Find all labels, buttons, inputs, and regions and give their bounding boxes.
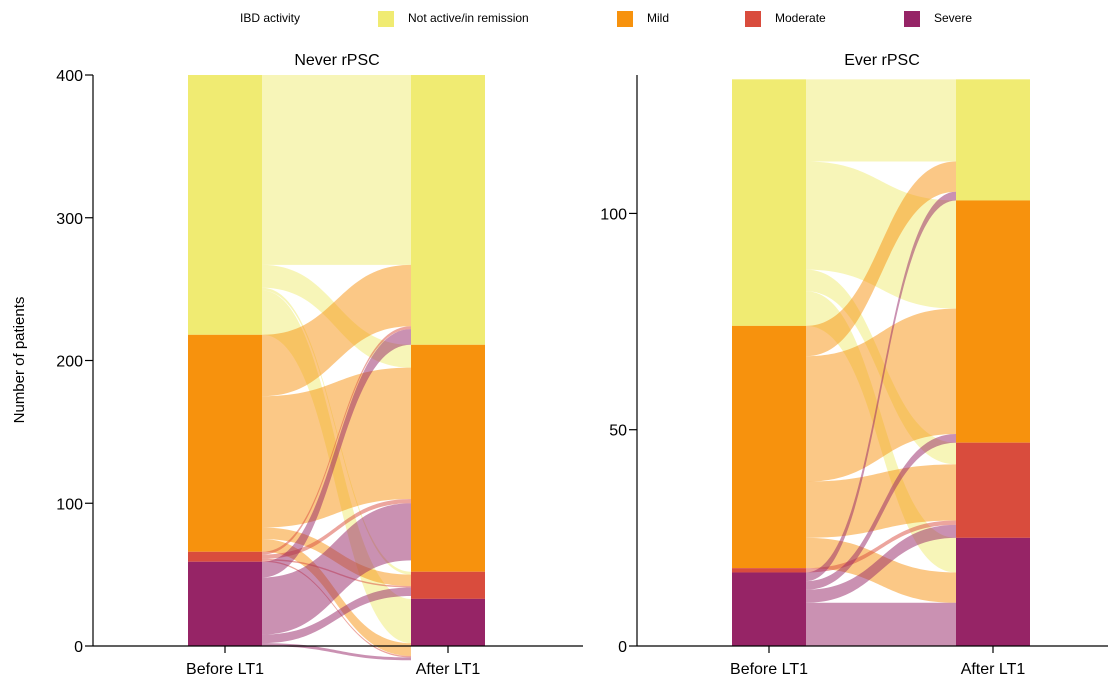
ever-rpsc-flows <box>806 79 956 646</box>
never-rpsc-flow-severe-to-moderate <box>262 587 411 644</box>
ever-rpsc-bar-after-not-active <box>956 79 1030 201</box>
never-rpsc-bar-after-moderate <box>411 571 485 599</box>
never-rpsc-y-tick-label: 0 <box>74 639 83 656</box>
never-rpsc-title: Never rPSC <box>294 52 379 69</box>
never-rpsc-flow-moderate-to-severe <box>262 560 411 658</box>
ever-rpsc-flow-severe-to-moderate <box>806 524 956 603</box>
never-rpsc-x-tick-label: Before LT1 <box>186 661 264 678</box>
never-rpsc-bar-after-mild <box>411 344 485 572</box>
never-rpsc-flow-mild-to-not-active <box>262 264 411 397</box>
never-rpsc-bar-after-not-active <box>411 75 485 345</box>
ever-rpsc-bar-before-moderate <box>732 568 806 573</box>
legend-title: IBD activity <box>240 11 301 25</box>
ever-rpsc-flow-severe-to-not-active <box>806 191 956 582</box>
ever-rpsc-flow-severe-to-severe <box>806 602 956 646</box>
ever-rpsc-bar-after-mild <box>956 200 1030 443</box>
never-rpsc-flow-moderate-to-mild <box>262 498 411 559</box>
never-rpsc-flow-severe-to-mild <box>262 503 411 635</box>
ever-rpsc-y-tick-label: 50 <box>609 423 627 440</box>
legend-swatch-mild <box>617 11 633 27</box>
ever-rpsc-bar-before-severe <box>732 572 806 646</box>
never-rpsc-bar-before-moderate <box>188 551 262 562</box>
ever-rpsc-flow-severe-to-mild <box>806 434 956 590</box>
never-rpsc-bar-before-not-active <box>188 75 262 335</box>
legend-swatch-not-active <box>378 11 394 27</box>
ever-rpsc-x-tick-label: After LT1 <box>961 661 1026 678</box>
legend-label-severe: Severe <box>934 11 973 25</box>
y-axis-label: Number of patients <box>11 297 28 424</box>
never-rpsc-bar-before-severe <box>188 561 262 646</box>
never-rpsc-x-tick-label: After LT1 <box>416 661 481 678</box>
ever-rpsc-bar-before-mild <box>732 325 806 569</box>
legend-label-moderate: Moderate <box>775 11 826 25</box>
ever-rpsc-x-tick-label: Before LT1 <box>730 661 808 678</box>
ever-rpsc-bar-before-not-active <box>732 79 806 326</box>
never-rpsc-flow-severe-to-severe <box>262 643 411 661</box>
never-rpsc-y-tick-label: 100 <box>56 496 83 513</box>
never-rpsc-bar-after-severe <box>411 598 485 646</box>
ever-rpsc-flow-mild-to-not-active <box>806 161 956 357</box>
never-rpsc-flow-severe-to-not-active <box>262 329 411 578</box>
ever-rpsc-flow-not-active-to-not-active <box>806 79 956 162</box>
never-rpsc-y-tick-label: 400 <box>56 68 83 85</box>
never-rpsc-bar-before-mild <box>188 334 262 552</box>
never-rpsc-panel: 0 100 200 300 400 Before LT1 After LT1 Never rP… <box>56 52 583 678</box>
ever-rpsc-flow-mild-to-mild <box>806 308 956 482</box>
ever-rpsc-bar-after-moderate <box>956 442 1030 538</box>
ever-rpsc-flow-moderate-to-moderate <box>806 520 956 573</box>
legend-label-mild: Mild <box>647 11 670 25</box>
ever-rpsc-panel: 0 50 100 Before LT1 After LT1 Ever rPSC <box>600 52 1108 678</box>
never-rpsc-flows <box>262 75 411 661</box>
ever-rpsc-y-tick-label: 100 <box>600 206 627 223</box>
ever-rpsc-title: Ever rPSC <box>844 52 920 69</box>
ever-rpsc-y-tick-label: 0 <box>618 639 627 656</box>
never-rpsc-flow-moderate-to-not-active <box>262 326 411 555</box>
legend-swatch-severe <box>904 11 920 27</box>
legend-swatch-moderate <box>745 11 761 27</box>
ever-rpsc-flow-mild-to-moderate <box>806 464 956 538</box>
legend: IBD activity Not active/in remission Mil… <box>0 0 1114 36</box>
never-rpsc-flow-not-active-to-not-active <box>262 75 411 265</box>
legend-label-not-active: Not active/in remission <box>408 11 529 25</box>
never-rpsc-y-tick-label: 300 <box>56 211 83 228</box>
ever-rpsc-bar-after-severe <box>956 537 1030 646</box>
never-rpsc-y-tick-label: 200 <box>56 354 83 371</box>
